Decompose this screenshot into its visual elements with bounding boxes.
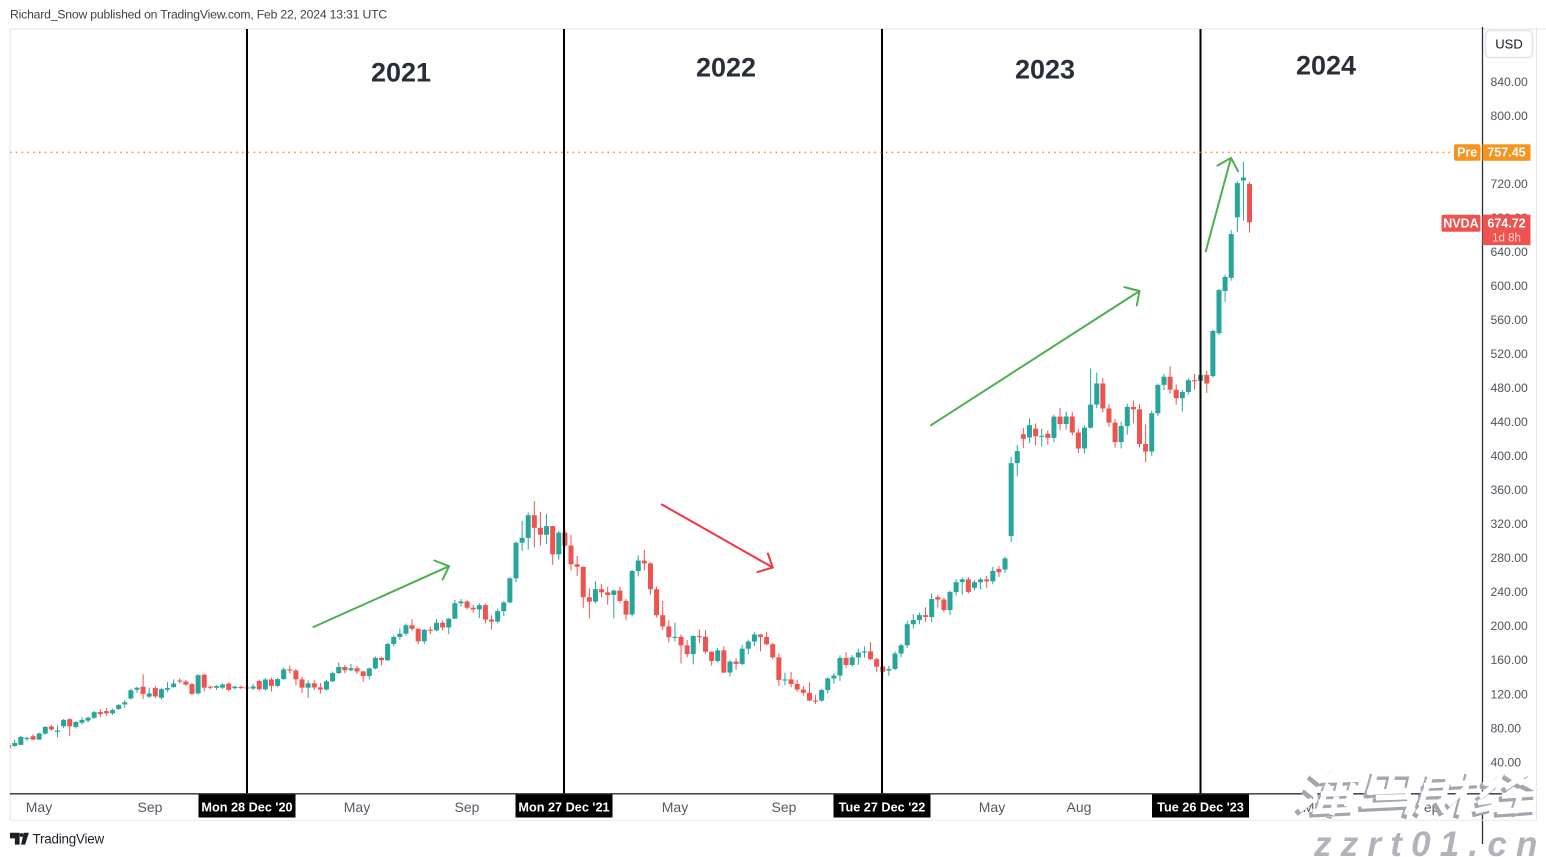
svg-text:Aug: Aug — [1067, 799, 1092, 815]
svg-text:720.00: 720.00 — [1491, 177, 1528, 191]
svg-text:Mon 28 Dec '20: Mon 28 Dec '20 — [201, 801, 292, 815]
svg-text:674.72: 674.72 — [1487, 217, 1525, 231]
svg-text:May: May — [26, 799, 52, 815]
svg-text:320.00: 320.00 — [1491, 517, 1528, 531]
svg-text:zzrt01.cn: zzrt01.cn — [1311, 823, 1545, 857]
svg-text:NVDA: NVDA — [1443, 217, 1478, 231]
svg-text:May: May — [979, 799, 1005, 815]
svg-text:360.00: 360.00 — [1491, 483, 1528, 497]
svg-text:600.00: 600.00 — [1491, 279, 1528, 293]
svg-text:240.00: 240.00 — [1491, 585, 1528, 599]
svg-text:2022: 2022 — [696, 52, 756, 82]
svg-text:USD: USD — [1495, 37, 1522, 52]
svg-text:TradingView: TradingView — [33, 832, 105, 847]
svg-text:757.45: 757.45 — [1487, 146, 1525, 160]
svg-text:120.00: 120.00 — [1491, 687, 1528, 701]
svg-text:May: May — [344, 799, 370, 815]
svg-text:2024: 2024 — [1296, 50, 1356, 80]
svg-text:Tue 26 Dec '23: Tue 26 Dec '23 — [1157, 801, 1244, 815]
svg-text:1d 8h: 1d 8h — [1492, 233, 1521, 245]
svg-text:Sep: Sep — [138, 799, 163, 815]
svg-text:Mon 27 Dec '21: Mon 27 Dec '21 — [518, 801, 609, 815]
svg-text:200.00: 200.00 — [1491, 619, 1528, 633]
svg-text:560.00: 560.00 — [1491, 313, 1528, 327]
svg-text:2023: 2023 — [1015, 55, 1075, 85]
svg-text:May: May — [662, 799, 688, 815]
svg-text:2021: 2021 — [371, 58, 431, 88]
svg-text:Pre: Pre — [1457, 146, 1477, 160]
svg-text:520.00: 520.00 — [1491, 347, 1528, 361]
svg-text:zzrt01.cn: zzrt01.cn — [1313, 825, 1546, 857]
svg-text:80.00: 80.00 — [1491, 721, 1522, 735]
svg-text:840.00: 840.00 — [1491, 75, 1528, 89]
svg-text:Tue 27 Dec '22: Tue 27 Dec '22 — [839, 801, 926, 815]
svg-text:Sep: Sep — [455, 799, 480, 815]
svg-text:440.00: 440.00 — [1491, 415, 1528, 429]
svg-text:480.00: 480.00 — [1491, 381, 1528, 395]
svg-text:800.00: 800.00 — [1491, 109, 1528, 123]
svg-text:280.00: 280.00 — [1491, 551, 1528, 565]
svg-text:Sep: Sep — [772, 799, 797, 815]
svg-text:640.00: 640.00 — [1491, 245, 1528, 259]
svg-text:400.00: 400.00 — [1491, 449, 1528, 463]
svg-text:160.00: 160.00 — [1491, 653, 1528, 667]
svg-text:40.00: 40.00 — [1491, 755, 1522, 769]
svg-text:Richard_Snow published on Trad: Richard_Snow published on TradingView.co… — [10, 8, 387, 22]
